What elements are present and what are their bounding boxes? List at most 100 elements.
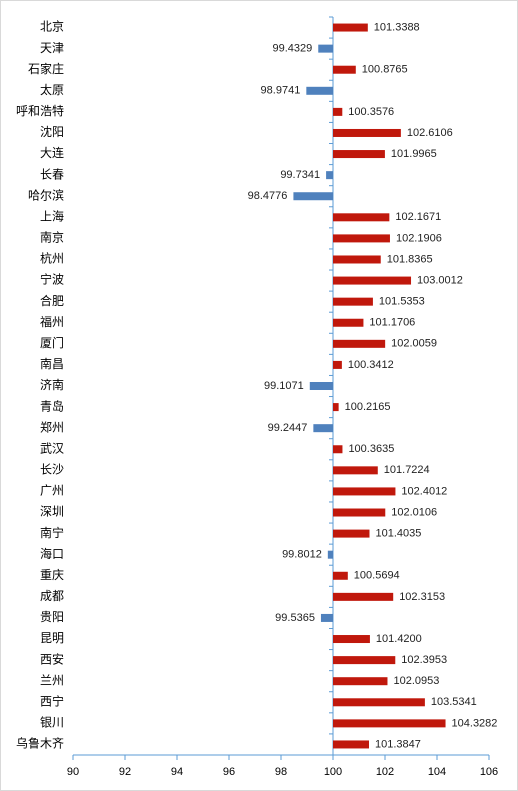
y-tick-label: 西安 <box>40 651 64 666</box>
value-label: 101.8365 <box>387 253 433 265</box>
x-tick-label: 104 <box>428 766 446 778</box>
bar <box>333 571 348 580</box>
value-label: 102.1671 <box>395 211 441 223</box>
value-label: 98.9741 <box>261 85 301 97</box>
y-tick-label: 福州 <box>40 314 64 329</box>
y-tick-label: 呼和浩特 <box>16 103 64 118</box>
y-tick-label: 成都 <box>40 589 64 603</box>
y-tick-label: 兰州 <box>40 673 64 687</box>
bar <box>333 65 356 74</box>
bar <box>333 698 425 707</box>
bar <box>293 192 333 201</box>
bar <box>313 424 333 433</box>
bar <box>333 635 370 644</box>
x-tick-label: 106 <box>480 766 498 778</box>
value-label: 100.3412 <box>348 359 394 371</box>
bar <box>333 719 446 728</box>
y-tick-label: 上海 <box>40 208 64 223</box>
bar <box>318 44 333 53</box>
y-tick-label: 重庆 <box>40 568 64 582</box>
value-label: 101.3847 <box>375 738 421 750</box>
y-tick-label: 西宁 <box>40 693 64 708</box>
bar <box>333 529 370 538</box>
x-tick-label: 92 <box>119 766 131 778</box>
bar <box>333 128 401 137</box>
value-label: 101.5353 <box>379 296 425 308</box>
bar <box>333 339 386 348</box>
bar <box>333 508 386 517</box>
value-label: 102.0953 <box>393 675 439 687</box>
value-label: 99.1071 <box>264 380 304 392</box>
bar <box>333 466 378 475</box>
y-tick-label: 长沙 <box>40 463 64 477</box>
bar <box>306 86 333 95</box>
y-tick-label: 银川 <box>40 716 64 730</box>
bar <box>333 234 390 243</box>
y-tick-label: 合肥 <box>40 293 64 308</box>
bar <box>327 550 333 559</box>
y-tick-label: 昆明 <box>40 631 64 645</box>
value-label: 98.4776 <box>248 190 288 202</box>
bar <box>333 23 368 32</box>
x-tick-label: 100 <box>324 766 342 778</box>
y-tick-label: 郑州 <box>40 419 64 434</box>
value-label: 99.7341 <box>280 169 320 181</box>
x-tick-label: 90 <box>67 766 79 778</box>
value-label: 102.3153 <box>399 591 445 603</box>
y-tick-label: 哈尔滨 <box>28 187 64 202</box>
value-label: 100.3576 <box>348 106 394 118</box>
value-label: 102.6106 <box>407 127 453 139</box>
value-label: 104.3282 <box>452 717 498 729</box>
value-label: 102.0059 <box>391 338 437 350</box>
x-tick-label: 94 <box>171 766 183 778</box>
bar <box>320 613 333 622</box>
value-label: 101.7224 <box>384 464 430 476</box>
value-label: 102.3953 <box>401 654 447 666</box>
y-tick-label: 沈阳 <box>40 124 64 139</box>
y-tick-label: 南京 <box>40 230 64 245</box>
bar <box>333 487 396 496</box>
y-tick-label: 广州 <box>40 484 64 498</box>
y-tick-label: 大连 <box>40 145 64 160</box>
value-label: 99.2447 <box>268 422 308 434</box>
value-label: 102.1906 <box>396 232 442 244</box>
x-tick-label: 102 <box>376 766 394 778</box>
bar <box>333 592 394 601</box>
bar <box>333 403 339 412</box>
value-label: 100.2165 <box>345 401 391 413</box>
y-tick-label: 深圳 <box>40 505 64 519</box>
y-tick-label: 太原 <box>40 82 64 97</box>
y-tick-label: 南昌 <box>40 356 64 371</box>
value-label: 101.1706 <box>369 317 415 329</box>
bar <box>333 740 370 749</box>
y-tick-label: 武汉 <box>40 441 64 455</box>
value-label: 100.3635 <box>348 443 394 455</box>
bar <box>326 171 333 180</box>
value-label: 102.0106 <box>391 506 437 518</box>
value-label: 103.5341 <box>431 696 477 708</box>
x-tick-label: 98 <box>275 766 287 778</box>
bar <box>333 276 412 285</box>
y-tick-label: 杭州 <box>40 251 64 266</box>
value-label: 102.4012 <box>401 485 447 497</box>
value-label: 99.8012 <box>282 549 322 561</box>
y-tick-label: 厦门 <box>40 335 64 350</box>
value-label: 103.0012 <box>417 274 463 286</box>
bar <box>309 382 333 390</box>
value-label: 99.4329 <box>272 43 312 55</box>
bar <box>333 445 343 454</box>
bar <box>333 255 381 264</box>
bar <box>333 297 373 306</box>
bar <box>333 360 342 369</box>
bar <box>333 150 385 159</box>
y-tick-label: 宁波 <box>40 272 64 287</box>
bar <box>333 318 364 327</box>
y-tick-label: 青岛 <box>40 398 64 413</box>
value-label: 101.3388 <box>374 21 420 33</box>
value-label: 99.5365 <box>275 612 315 624</box>
y-tick-label: 海口 <box>40 546 64 561</box>
y-tick-label: 南宁 <box>40 525 64 540</box>
value-label: 100.5694 <box>354 570 400 582</box>
